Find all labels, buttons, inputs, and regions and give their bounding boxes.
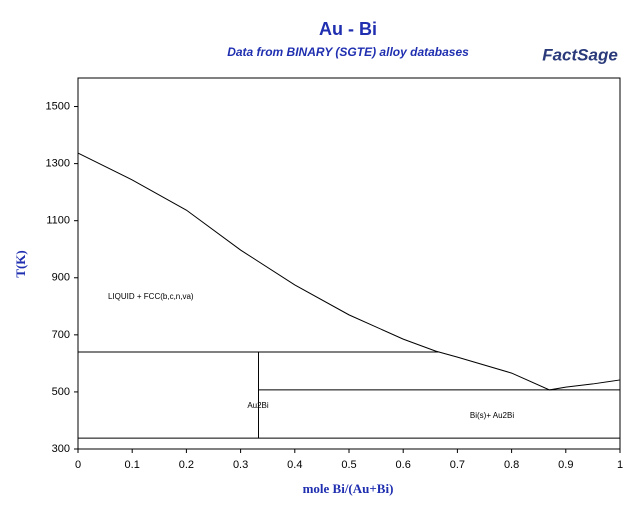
x-tick-label: 0.5 — [341, 459, 356, 471]
logo: FactSage — [542, 45, 618, 64]
x-axis-label: mole Bi/(Au+Bi) — [303, 481, 394, 496]
y-tick-label: 900 — [52, 272, 70, 284]
x-tick-label: 1 — [617, 459, 623, 471]
x-tick-label: 0 — [75, 459, 81, 471]
y-tick-label: 1100 — [46, 215, 70, 227]
y-tick-label: 700 — [52, 329, 70, 341]
x-tick-label: 0.9 — [558, 459, 573, 471]
chart-subtitle: Data from BINARY (SGTE) alloy databases — [227, 45, 469, 59]
x-tick-label: 0.6 — [396, 459, 411, 471]
x-tick-label: 0.2 — [179, 459, 194, 471]
y-tick-label: 1300 — [46, 158, 70, 170]
phase-boundary — [77, 152, 621, 391]
annotation: Bi(s)+ Au2Bi — [470, 411, 514, 420]
y-axis-label: T(K) — [13, 250, 28, 277]
y-tick-label: 1500 — [46, 100, 70, 112]
x-tick-label: 0.7 — [450, 459, 465, 471]
chart-title: Au - Bi — [319, 19, 377, 39]
annotation: Au2Bi — [247, 401, 269, 410]
annotation: LIQUID + FCC(b,c,n,va) — [108, 292, 194, 301]
y-tick-label: 500 — [52, 386, 70, 398]
y-tick-label: 300 — [52, 443, 70, 455]
x-tick-label: 0.4 — [287, 459, 302, 471]
x-tick-label: 0.8 — [504, 459, 519, 471]
plot-frame — [77, 77, 621, 450]
x-tick-label: 0.3 — [233, 459, 248, 471]
x-tick-label: 0.1 — [125, 459, 140, 471]
